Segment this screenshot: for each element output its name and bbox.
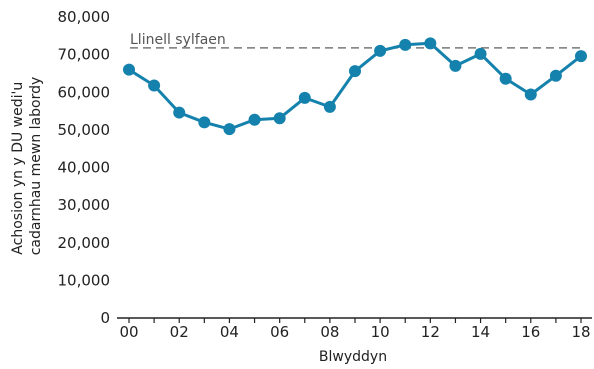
x-tick-label: 02 — [170, 323, 189, 341]
data-point — [248, 113, 261, 126]
data-point — [575, 50, 587, 63]
y-axis-title-line-1: Achosion yn y DU wedi'u — [10, 82, 26, 255]
x-tick-label: 08 — [320, 323, 339, 341]
data-point — [273, 112, 286, 125]
x-tick-label: 14 — [471, 323, 490, 341]
data-point — [223, 123, 236, 136]
data-point — [173, 106, 186, 119]
y-tick-label: 80,000 — [58, 8, 111, 26]
data-point — [399, 38, 412, 51]
x-tick-label: 04 — [220, 323, 239, 341]
data-point — [449, 59, 462, 72]
data-point — [424, 37, 437, 50]
series-line — [128, 41, 582, 131]
y-tick-label: 20,000 — [58, 234, 111, 252]
data-point — [198, 116, 211, 129]
x-axis-title: Blwyddyn — [319, 349, 387, 365]
data-point — [148, 79, 161, 92]
x-axis-ticks: 00 02 04 06 08 10 12 14 16 18 — [119, 318, 591, 341]
x-tick-label: 00 — [119, 323, 138, 341]
data-point — [349, 65, 361, 78]
x-tick-label: 10 — [371, 323, 390, 341]
y-tick-label: 40,000 — [58, 159, 111, 177]
baseline-label: Llinell sylfaen — [130, 32, 226, 48]
x-tick-label: 06 — [270, 323, 289, 341]
data-point — [374, 44, 387, 57]
y-tick-label: 10,000 — [58, 271, 111, 289]
data-point — [323, 100, 336, 113]
data-point — [123, 63, 135, 76]
data-point — [549, 69, 562, 82]
y-tick-label: 60,000 — [58, 83, 111, 101]
y-tick-label: 0 — [100, 309, 110, 327]
data-points — [123, 37, 587, 136]
data-point — [499, 72, 512, 85]
data-point — [298, 91, 311, 104]
y-tick-label: 70,000 — [58, 46, 111, 64]
y-tick-label: 30,000 — [58, 196, 111, 214]
y-axis-title-line-2: cadarnhau mewn labordy — [28, 77, 44, 256]
y-axis-ticks: 0 10,000 20,000 30,000 40,000 50,000 60,000 70,… — [58, 8, 111, 327]
data-point — [524, 88, 537, 101]
data-point — [474, 47, 487, 60]
x-tick-label: 18 — [571, 323, 590, 341]
y-axis-title: Achosion yn y DU wedi'u cadarnhau mewn l… — [10, 77, 44, 256]
x-tick-label: 12 — [421, 323, 440, 341]
x-tick-label: 16 — [521, 323, 540, 341]
y-tick-label: 50,000 — [58, 121, 111, 139]
